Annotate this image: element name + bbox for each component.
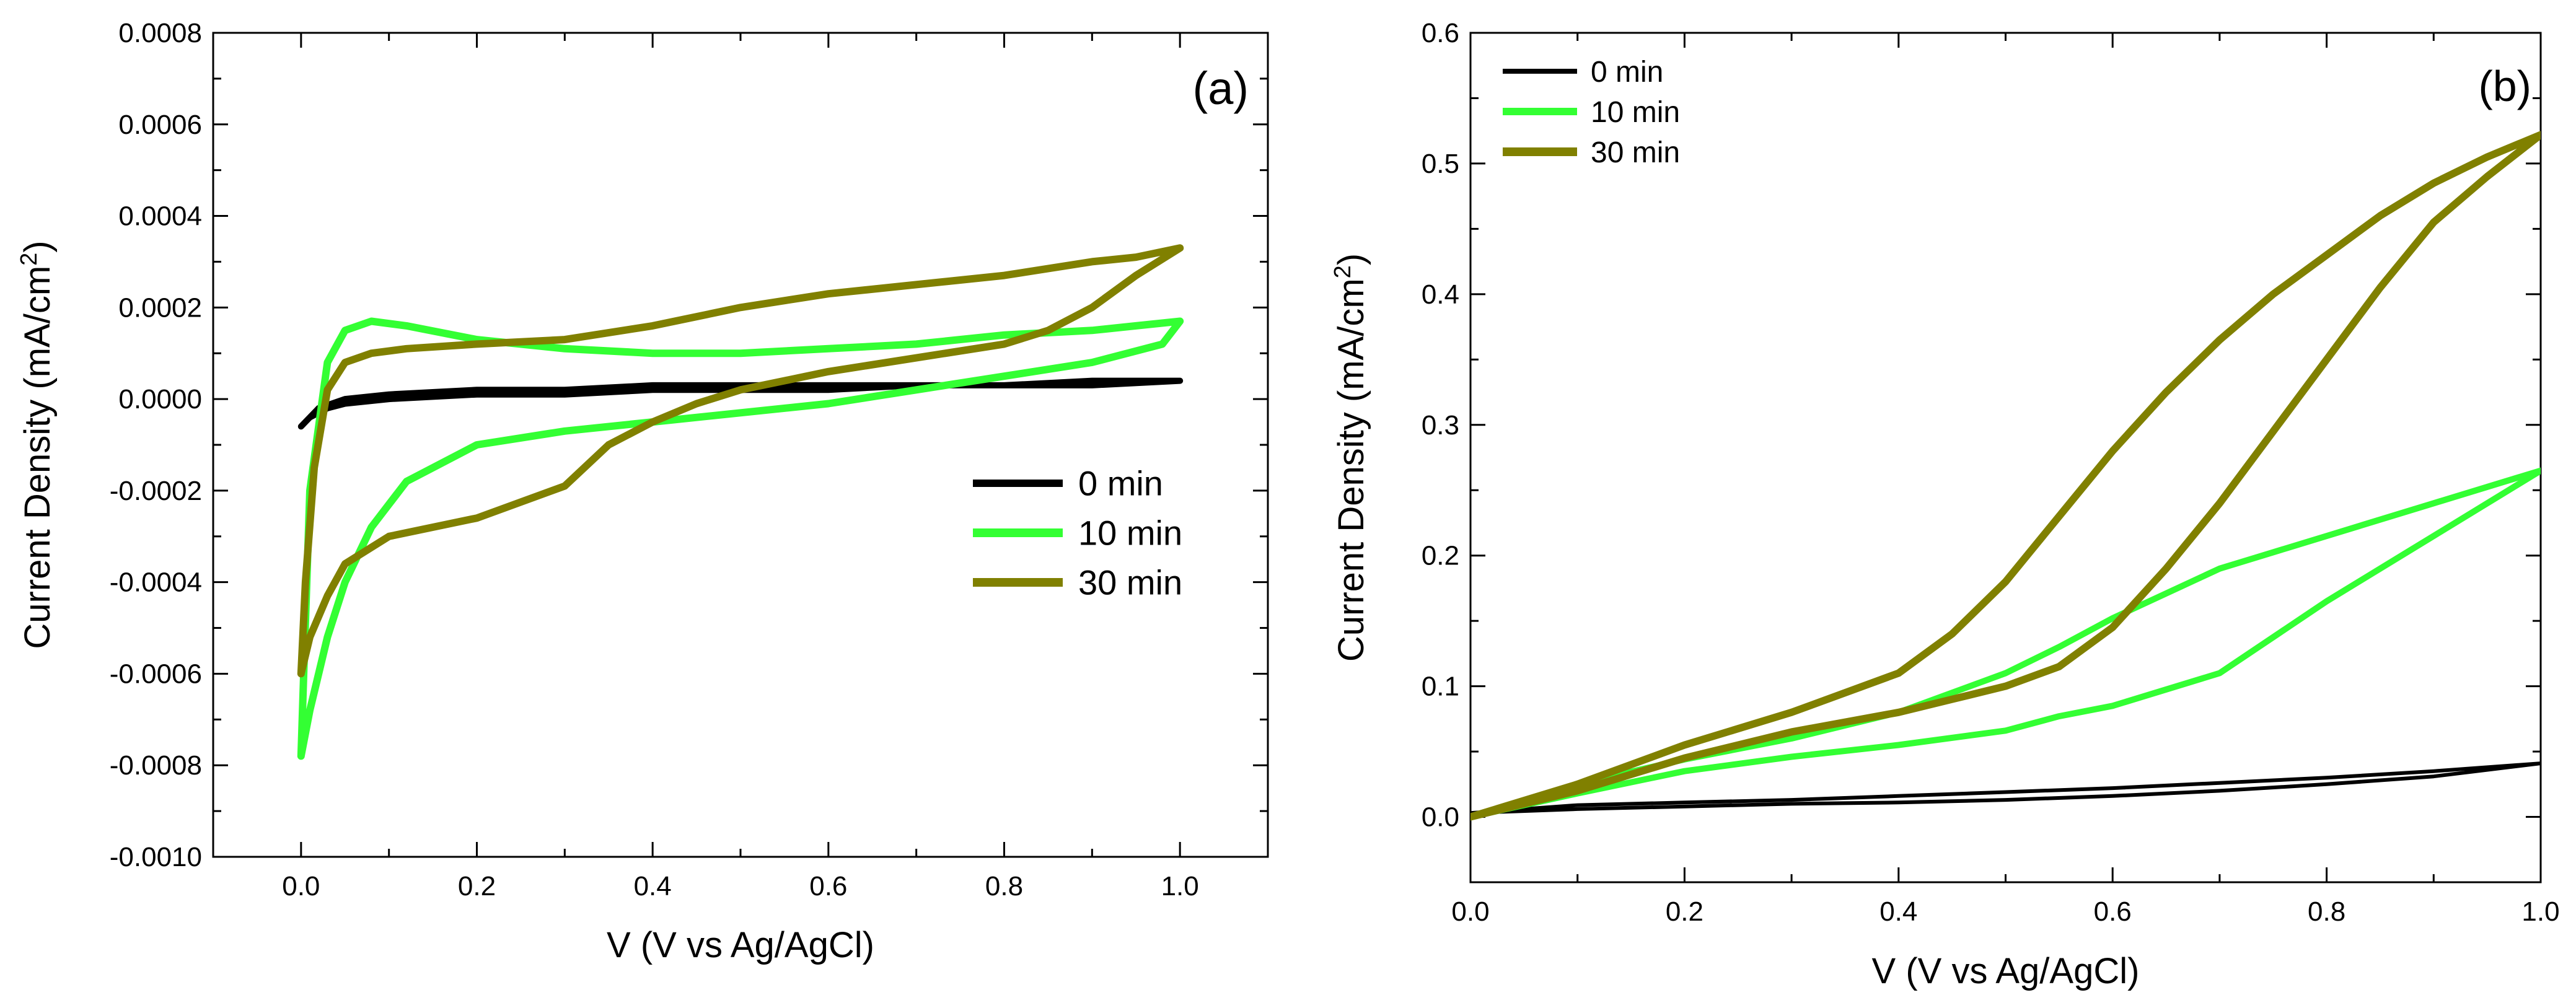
panel-b-series-30-min bbox=[1470, 131, 2541, 821]
panel-b-legend-label: 10 min bbox=[1591, 96, 1680, 129]
panel-a-y-tick-label: -0.0006 bbox=[110, 659, 202, 689]
panel-b-panel-label: (b) bbox=[2478, 62, 2531, 110]
panel-a-series-group bbox=[297, 244, 1184, 760]
panel-b-y-tick-label: 0.0 bbox=[1422, 802, 1459, 833]
panel-b-legend: 0 min 10 min 30 min bbox=[1503, 56, 1680, 169]
panel-b-y-tick-label: 0.5 bbox=[1422, 149, 1459, 179]
panel-a-y-tick-label: 0.0004 bbox=[118, 201, 202, 232]
panel-a-y-tick-label: -0.0002 bbox=[110, 476, 202, 506]
panel-a-y-axis-label: Current Density (mA/cm2) bbox=[16, 240, 58, 649]
panel-b-y-axis-label: Current Density (mA/cm2) bbox=[1330, 253, 1371, 662]
panel-a-x-axis-label: V (V vs Ag/AgCl) bbox=[607, 925, 874, 965]
panel-a-x-tick-label: 0.8 bbox=[985, 871, 1023, 901]
panel-b-y-tick-label: 0.4 bbox=[1422, 279, 1459, 310]
panel-a-y-tick-label: 0.0006 bbox=[118, 110, 202, 140]
panel-b-series-group bbox=[1470, 131, 2541, 821]
panel-b-x-tick-label: 0.2 bbox=[1666, 896, 1703, 927]
panel-b-y-tick-label: 0.2 bbox=[1422, 541, 1459, 571]
panel-b-x-tick-label: 0.0 bbox=[1451, 896, 1489, 927]
panel-a-x-tick-label: 0.4 bbox=[634, 871, 672, 901]
panel-a-legend-label: 10 min bbox=[1078, 514, 1182, 553]
panel-a-y-tick-label: 0.0002 bbox=[118, 292, 202, 323]
panel-a-panel-label: (a) bbox=[1193, 63, 1249, 114]
panel-b: 0.0 0.2 0.4 0.6 0.8 1.0 0.0 0.1 0.2 0.3 0.4 0.5 0.6 0… bbox=[1330, 18, 2560, 991]
panel-b-x-tick-label: 1.0 bbox=[2521, 896, 2559, 927]
panel-a-y-tick-label: 0.0000 bbox=[118, 384, 202, 414]
panel-a-x-tick-label: 0.6 bbox=[809, 871, 847, 901]
panel-a-series-0-min bbox=[297, 377, 1184, 430]
panel-a-plot-frame bbox=[212, 32, 1269, 858]
panel-b-y-tick-label: 0.6 bbox=[1422, 18, 1459, 48]
panel-a-y-tick-label: 0.0008 bbox=[118, 18, 202, 48]
panel-a-x-tick-label: 0.2 bbox=[458, 871, 496, 901]
panel-b-legend-label: 30 min bbox=[1591, 136, 1680, 169]
panel-b-y-tick-label: 0.3 bbox=[1422, 410, 1459, 440]
panel-b-x-axis-label: V (V vs Ag/AgCl) bbox=[1872, 951, 2140, 991]
panel-b-x-tick-label: 0.4 bbox=[1879, 896, 1917, 927]
panel-b-x-tick-label: 0.8 bbox=[2308, 896, 2345, 927]
panel-a-y-tick-label: -0.0004 bbox=[110, 568, 202, 598]
panel-a-y-tick-label: -0.0008 bbox=[110, 750, 202, 781]
panel-b-series-0-min bbox=[1470, 761, 2541, 815]
panel-a-x-tick-label: 1.0 bbox=[1161, 871, 1199, 901]
panel-a: 0.0 0.2 0.4 0.6 0.8 1.0 -0.0010 -0.0008 -0.0006 -… bbox=[16, 18, 1269, 965]
panel-a-x-tick-label: 0.0 bbox=[282, 871, 320, 901]
panel-a-legend-label: 0 min bbox=[1078, 464, 1163, 503]
panel-b-legend-label: 0 min bbox=[1591, 56, 1663, 89]
panel-a-y-tick-label: -0.0010 bbox=[110, 842, 202, 872]
panel-a-legend: 0 min 10 min 30 min bbox=[973, 464, 1182, 602]
panel-a-series-30-min bbox=[297, 244, 1184, 678]
panel-b-x-tick-label: 0.6 bbox=[2094, 896, 2132, 927]
panel-a-series-10-min bbox=[297, 317, 1184, 760]
panel-b-y-tick-label: 0.1 bbox=[1422, 672, 1459, 702]
panel-a-legend-label: 30 min bbox=[1078, 563, 1182, 602]
